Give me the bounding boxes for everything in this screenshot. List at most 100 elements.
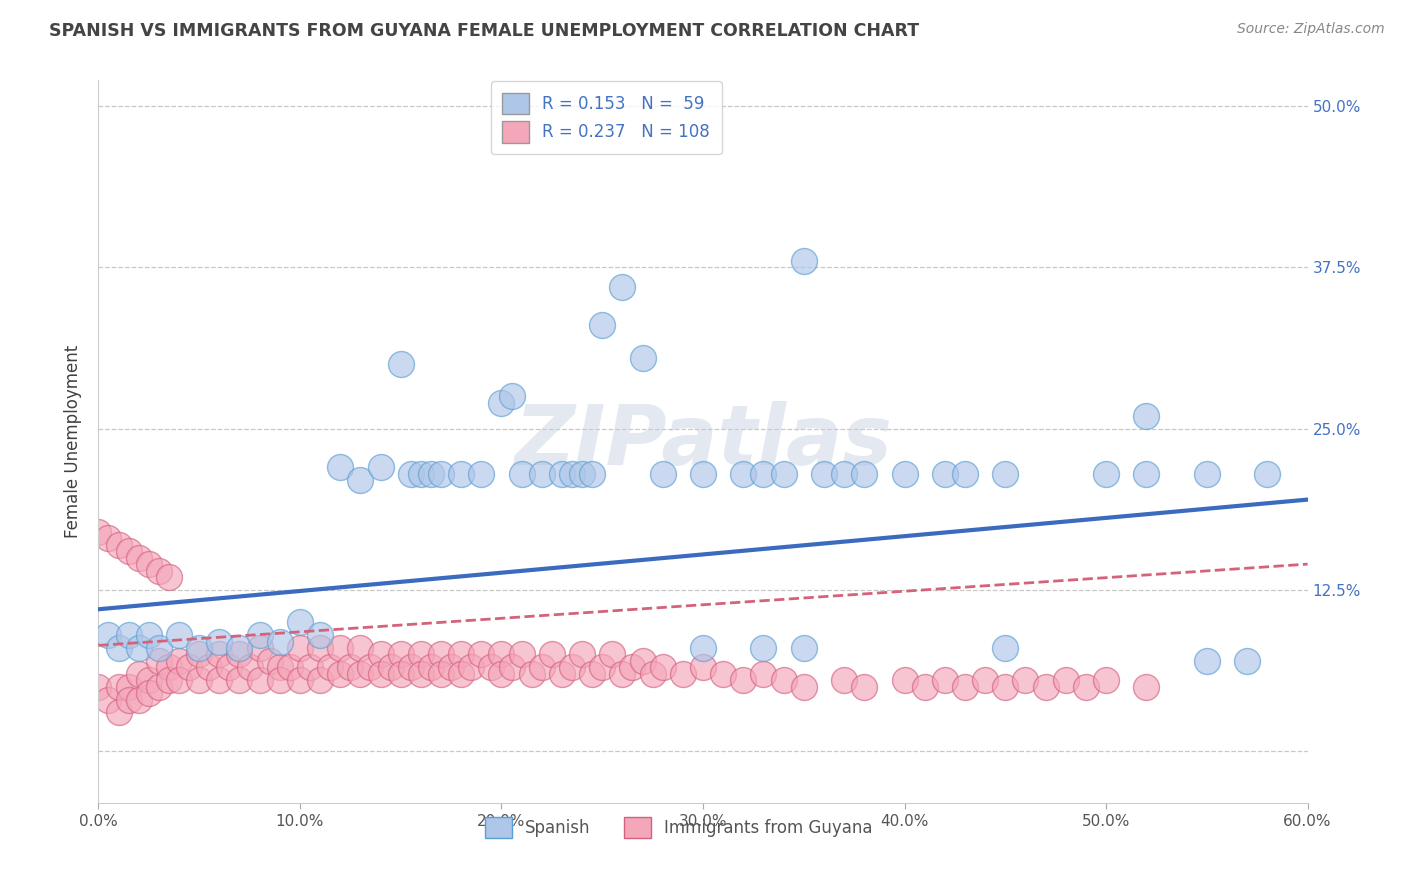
Point	[138, 686, 160, 700]
Point	[561, 660, 583, 674]
Point	[853, 467, 876, 481]
Point	[198, 660, 221, 674]
Point	[591, 318, 613, 333]
Point	[228, 673, 250, 688]
Point	[179, 660, 201, 674]
Point	[87, 680, 110, 694]
Point	[389, 666, 412, 681]
Point	[107, 640, 129, 655]
Point	[571, 648, 593, 662]
Point	[621, 660, 644, 674]
Point	[1074, 680, 1097, 694]
Point	[752, 467, 775, 481]
Point	[399, 660, 422, 674]
Point	[208, 634, 231, 648]
Point	[602, 648, 624, 662]
Point	[1054, 673, 1077, 688]
Point	[138, 557, 160, 571]
Point	[641, 666, 664, 681]
Point	[1095, 467, 1118, 481]
Point	[733, 673, 755, 688]
Point	[370, 648, 392, 662]
Point	[914, 680, 936, 694]
Point	[87, 524, 110, 539]
Point	[530, 467, 553, 481]
Point	[893, 673, 915, 688]
Point	[1135, 409, 1157, 423]
Point	[631, 654, 654, 668]
Point	[470, 648, 492, 662]
Point	[551, 666, 574, 681]
Point	[309, 628, 332, 642]
Point	[409, 648, 432, 662]
Point	[651, 467, 673, 481]
Point	[832, 467, 855, 481]
Legend: Spanish, Immigrants from Guyana: Spanish, Immigrants from Guyana	[478, 810, 879, 845]
Point	[591, 660, 613, 674]
Point	[772, 673, 794, 688]
Point	[1035, 680, 1057, 694]
Point	[1195, 654, 1218, 668]
Point	[793, 253, 815, 268]
Point	[399, 467, 422, 481]
Point	[349, 640, 371, 655]
Point	[107, 706, 129, 720]
Point	[491, 648, 513, 662]
Point	[167, 628, 190, 642]
Point	[309, 640, 332, 655]
Point	[551, 467, 574, 481]
Point	[1135, 467, 1157, 481]
Point	[692, 640, 714, 655]
Point	[561, 467, 583, 481]
Point	[288, 640, 311, 655]
Point	[440, 660, 463, 674]
Point	[249, 628, 271, 642]
Point	[672, 666, 695, 681]
Point	[631, 351, 654, 365]
Point	[581, 666, 603, 681]
Point	[157, 673, 180, 688]
Point	[1095, 673, 1118, 688]
Point	[752, 666, 775, 681]
Point	[249, 673, 271, 688]
Point	[853, 680, 876, 694]
Point	[249, 640, 271, 655]
Point	[430, 648, 453, 662]
Point	[167, 654, 190, 668]
Point	[389, 357, 412, 371]
Point	[118, 680, 141, 694]
Point	[208, 673, 231, 688]
Point	[319, 660, 342, 674]
Text: Source: ZipAtlas.com: Source: ZipAtlas.com	[1237, 22, 1385, 37]
Point	[420, 467, 443, 481]
Point	[540, 648, 562, 662]
Point	[934, 673, 956, 688]
Point	[107, 538, 129, 552]
Point	[481, 660, 503, 674]
Text: ZIPatlas: ZIPatlas	[515, 401, 891, 482]
Y-axis label: Female Unemployment: Female Unemployment	[65, 345, 83, 538]
Point	[188, 648, 211, 662]
Point	[157, 570, 180, 584]
Point	[430, 467, 453, 481]
Point	[269, 634, 291, 648]
Point	[269, 660, 291, 674]
Point	[138, 673, 160, 688]
Point	[571, 467, 593, 481]
Point	[278, 660, 301, 674]
Point	[148, 680, 170, 694]
Point	[188, 640, 211, 655]
Point	[692, 660, 714, 674]
Point	[994, 467, 1017, 481]
Point	[470, 467, 492, 481]
Point	[612, 666, 634, 681]
Point	[420, 660, 443, 674]
Point	[118, 692, 141, 706]
Point	[520, 666, 543, 681]
Point	[450, 648, 472, 662]
Point	[128, 692, 150, 706]
Point	[97, 692, 120, 706]
Point	[974, 673, 997, 688]
Point	[530, 660, 553, 674]
Point	[1195, 467, 1218, 481]
